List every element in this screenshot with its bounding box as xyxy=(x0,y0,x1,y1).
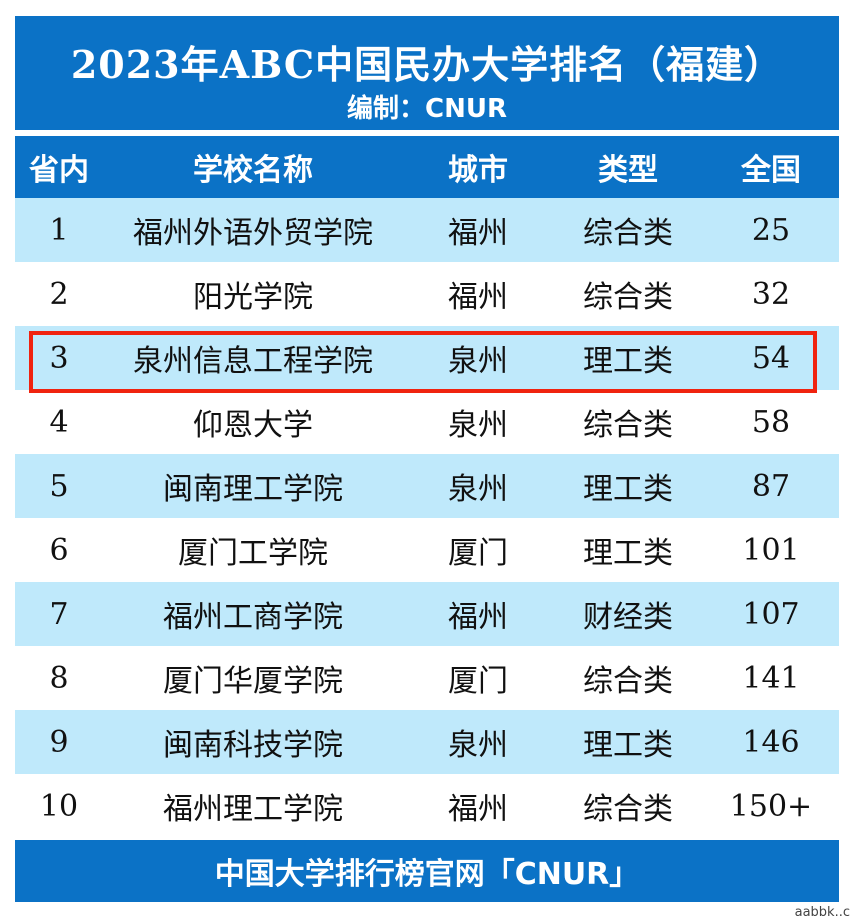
table-row: 9 闽南科技学院 泉州 理工类 146 xyxy=(15,710,839,774)
cell-type: 理工类 xyxy=(583,728,673,763)
cell-school-name: 阳光学院 xyxy=(193,280,313,315)
header-type: 类型 xyxy=(598,153,658,188)
cell-city: 福州 xyxy=(448,792,508,827)
title-banner: 2023年ABC中国民办大学排名（福建） 编制：CNUR xyxy=(15,16,839,130)
cell-school-name: 福州工商学院 xyxy=(163,600,343,635)
table-row: 2 阳光学院 福州 综合类 32 xyxy=(15,262,839,326)
cell-rank: 6 xyxy=(49,532,69,568)
cell-national-rank: 101 xyxy=(742,532,800,568)
cell-city: 泉州 xyxy=(448,408,508,443)
header-province-rank: 省内 xyxy=(29,153,89,188)
table-row: 8 厦门华厦学院 厦门 综合类 141 xyxy=(15,646,839,710)
cell-school-name: 闽南理工学院 xyxy=(163,472,343,507)
cell-rank: 3 xyxy=(49,340,69,376)
table-row: 3 泉州信息工程学院 泉州 理工类 54 xyxy=(15,326,839,390)
cell-rank: 9 xyxy=(49,724,69,760)
table-row: 6 厦门工学院 厦门 理工类 101 xyxy=(15,518,839,582)
cell-rank: 1 xyxy=(49,212,69,248)
cell-city: 泉州 xyxy=(448,472,508,507)
cell-school-name: 泉州信息工程学院 xyxy=(133,344,373,379)
divider xyxy=(15,130,839,136)
cell-city: 福州 xyxy=(448,216,508,251)
table-row: 7 福州工商学院 福州 财经类 107 xyxy=(15,582,839,646)
cell-school-name: 闽南科技学院 xyxy=(163,728,343,763)
cell-national-rank: 107 xyxy=(742,596,800,632)
header-national-rank: 全国 xyxy=(741,153,801,188)
table-row: 5 闽南理工学院 泉州 理工类 87 xyxy=(15,454,839,518)
cell-rank: 7 xyxy=(49,596,69,632)
cell-city: 福州 xyxy=(448,280,508,315)
ranking-table: 2023年ABC中国民办大学排名（福建） 编制：CNUR 省内 学校名称 城市 … xyxy=(15,16,839,902)
cell-rank: 8 xyxy=(49,660,69,696)
table-row: 1 福州外语外贸学院 福州 综合类 25 xyxy=(15,198,839,262)
cell-type: 综合类 xyxy=(583,408,673,443)
header-city: 城市 xyxy=(448,153,508,188)
cell-city: 泉州 xyxy=(448,344,508,379)
cell-school-name: 仰恩大学 xyxy=(193,408,313,443)
cell-school-name: 厦门华厦学院 xyxy=(163,664,343,699)
watermark: aabbk..c xyxy=(794,905,850,920)
cell-type: 综合类 xyxy=(583,792,673,827)
cell-national-rank: 146 xyxy=(742,724,800,760)
cell-school-name: 福州外语外贸学院 xyxy=(133,216,373,251)
cell-city: 福州 xyxy=(448,600,508,635)
cell-city: 泉州 xyxy=(448,728,508,763)
cell-national-rank: 58 xyxy=(751,404,791,440)
cell-national-rank: 87 xyxy=(751,468,791,504)
cell-rank: 10 xyxy=(39,788,79,824)
cell-type: 理工类 xyxy=(583,472,673,507)
cell-type: 综合类 xyxy=(583,280,673,315)
table-row: 4 仰恩大学 泉州 综合类 58 xyxy=(15,390,839,454)
cell-rank: 4 xyxy=(49,404,69,440)
footer-banner: 中国大学排行榜官网「CNUR」 xyxy=(15,840,839,902)
cell-national-rank: 150+ xyxy=(729,788,813,824)
cell-rank: 5 xyxy=(49,468,69,504)
page-title: 2023年ABC中国民办大学排名（福建） xyxy=(70,42,784,87)
cell-national-rank: 32 xyxy=(751,276,791,312)
cell-type: 理工类 xyxy=(583,344,673,379)
cell-type: 理工类 xyxy=(583,536,673,571)
header-school-name: 学校名称 xyxy=(193,153,313,188)
table-header: 省内 学校名称 城市 类型 全国 xyxy=(15,136,839,198)
cell-city: 厦门 xyxy=(448,536,508,571)
cell-rank: 2 xyxy=(49,276,69,312)
cell-national-rank: 25 xyxy=(751,212,791,248)
page-subtitle: 编制：CNUR xyxy=(347,94,507,124)
cell-city: 厦门 xyxy=(448,664,508,699)
cell-school-name: 福州理工学院 xyxy=(163,792,343,827)
table-row: 10 福州理工学院 福州 综合类 150+ xyxy=(15,774,839,838)
cell-type: 综合类 xyxy=(583,664,673,699)
cell-type: 财经类 xyxy=(583,600,673,635)
cell-school-name: 厦门工学院 xyxy=(178,536,328,571)
cell-national-rank: 141 xyxy=(742,660,800,696)
cell-type: 综合类 xyxy=(583,216,673,251)
cell-national-rank: 54 xyxy=(751,340,791,376)
